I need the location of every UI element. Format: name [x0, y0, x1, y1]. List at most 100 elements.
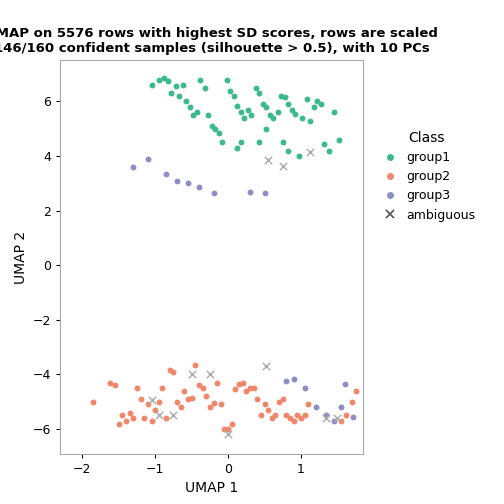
Point — [240, 114, 248, 122]
Point — [272, 411, 280, 419]
Point — [257, 411, 265, 419]
Point — [235, 380, 243, 388]
Point — [342, 411, 350, 419]
Point — [275, 398, 283, 406]
Point — [337, 417, 345, 425]
Point — [173, 398, 181, 406]
Point — [122, 417, 130, 425]
Point — [166, 366, 174, 374]
Point — [228, 419, 236, 427]
Point — [106, 379, 114, 387]
Point — [230, 92, 238, 100]
Point — [279, 395, 287, 403]
Point — [195, 183, 203, 192]
Point — [206, 370, 214, 379]
Point — [246, 187, 254, 196]
Point — [282, 411, 290, 419]
Point — [210, 189, 218, 197]
Point — [303, 95, 311, 103]
Point — [305, 148, 313, 156]
Point — [177, 403, 185, 411]
Point — [349, 413, 357, 421]
Point — [140, 414, 148, 422]
Point — [323, 411, 331, 419]
Point — [253, 395, 261, 403]
Point — [246, 384, 254, 392]
Point — [201, 84, 209, 92]
Point — [295, 152, 303, 160]
Point — [264, 406, 272, 414]
Point — [269, 114, 277, 122]
Point — [148, 417, 156, 425]
Point — [111, 382, 119, 390]
Point — [148, 396, 156, 404]
Point — [231, 386, 239, 394]
Point — [162, 170, 170, 178]
Point — [311, 403, 320, 411]
Point — [223, 76, 231, 84]
Point — [259, 100, 267, 108]
Point — [130, 414, 138, 422]
Point — [274, 108, 282, 116]
Point — [348, 398, 356, 406]
Point — [115, 419, 123, 427]
Point — [224, 425, 232, 433]
Point — [191, 361, 199, 369]
Point — [174, 92, 182, 100]
Point — [242, 387, 250, 395]
Point — [187, 370, 196, 379]
Y-axis label: UMAP 2: UMAP 2 — [14, 230, 28, 284]
Point — [130, 163, 138, 171]
Point — [298, 114, 306, 122]
X-axis label: UMAP 1: UMAP 1 — [185, 481, 238, 495]
Point — [261, 400, 269, 408]
Point — [189, 111, 197, 119]
Point — [282, 377, 290, 385]
Point — [210, 399, 218, 407]
Point — [310, 103, 318, 111]
Legend: group1, group2, group3, ambiguous: group1, group2, group3, ambiguous — [372, 125, 480, 227]
Point — [144, 155, 152, 163]
Point — [199, 384, 207, 392]
Point — [335, 136, 343, 144]
Point — [225, 87, 233, 95]
Point — [237, 139, 245, 147]
Point — [160, 74, 168, 82]
Point — [305, 116, 313, 124]
Point — [313, 97, 321, 105]
Point — [251, 84, 260, 92]
Point — [211, 124, 219, 133]
Point — [320, 140, 328, 148]
Point — [323, 414, 331, 422]
Point — [284, 147, 292, 155]
Point — [89, 398, 97, 406]
Point — [261, 189, 269, 197]
Point — [244, 106, 253, 114]
Point — [330, 108, 338, 116]
Point — [330, 417, 338, 425]
Point — [266, 111, 274, 119]
Point — [249, 384, 258, 392]
Point — [171, 82, 179, 90]
Point — [137, 395, 145, 403]
Point — [208, 122, 216, 130]
Point — [277, 92, 285, 100]
Point — [180, 387, 188, 395]
Point — [268, 414, 276, 422]
Point — [300, 384, 308, 392]
Point — [262, 103, 270, 111]
Point — [158, 384, 166, 392]
Point — [206, 403, 214, 411]
Point — [155, 398, 163, 406]
Point — [281, 93, 289, 101]
Point — [133, 384, 141, 392]
Point — [352, 387, 360, 395]
Point — [169, 368, 177, 376]
Point — [148, 81, 156, 89]
Point — [279, 162, 287, 170]
Point — [341, 380, 349, 388]
Point — [167, 89, 175, 97]
Point — [255, 89, 263, 97]
Point — [186, 103, 194, 111]
Point — [279, 139, 287, 147]
